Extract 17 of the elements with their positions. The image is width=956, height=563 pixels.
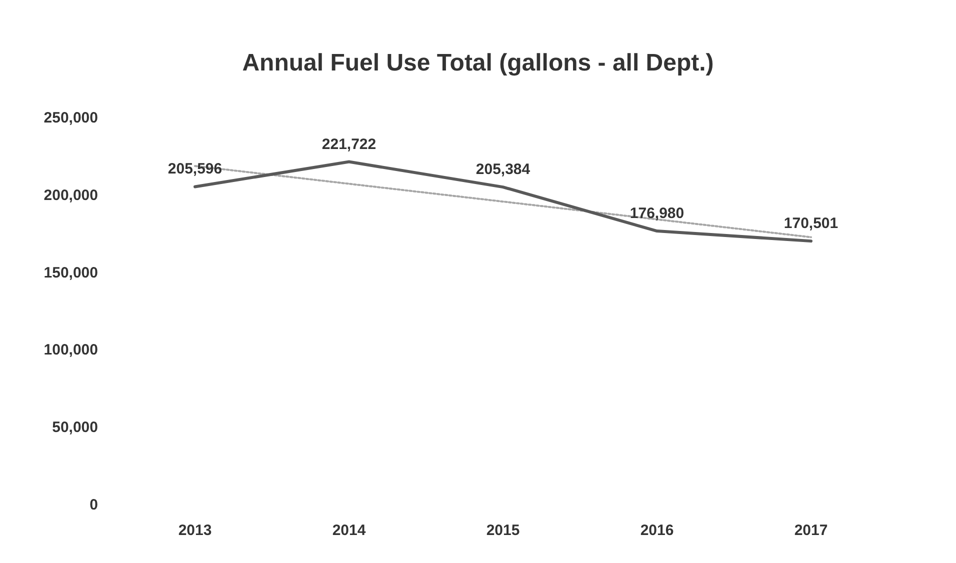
data-label: 205,596	[168, 160, 222, 178]
data-label: 170,501	[784, 215, 838, 232]
x-tick-label: 2016	[640, 522, 674, 539]
y-tick-label: 0	[90, 496, 98, 514]
y-tick-label: 250,000	[44, 110, 98, 126]
data-label: 176,980	[630, 205, 684, 222]
x-tick-label: 2015	[486, 522, 520, 539]
data-label: 205,384	[476, 161, 531, 178]
y-tick-label: 50,000	[52, 419, 98, 436]
x-tick-label: 2013	[178, 522, 212, 539]
x-tick-label: 2017	[794, 522, 828, 539]
y-tick-label: 100,000	[44, 342, 98, 359]
chart-title: Annual Fuel Use Total (gallons - all Dept.)	[242, 50, 714, 76]
y-tick-label: 200,000	[44, 186, 98, 204]
data-label: 221,722	[322, 136, 376, 153]
x-tick-label: 2014	[332, 522, 366, 539]
y-tick-label: 150,000	[44, 264, 98, 282]
